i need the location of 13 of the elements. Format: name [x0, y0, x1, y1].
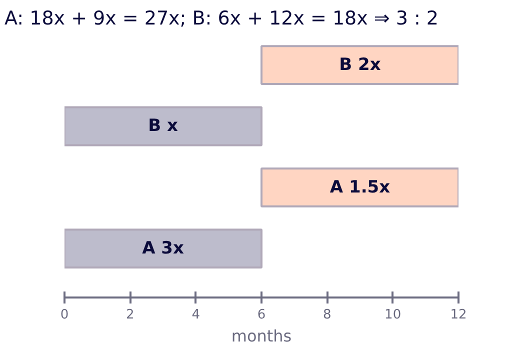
- x-tick-label: 0: [60, 308, 69, 322]
- chart-title: A: 18x + 9x = 27x; B: 6x + 12x = 18x ⇒ 3 : 2: [4, 8, 439, 30]
- x-tick-label: 12: [450, 308, 467, 322]
- x-axis-title: months: [231, 326, 292, 346]
- data-label: B 2x: [339, 55, 381, 76]
- x-tick-label: 10: [384, 308, 402, 322]
- x-tick-label: 4: [192, 308, 200, 322]
- data-label: A 3x: [142, 238, 184, 259]
- data-label: B x: [148, 116, 178, 136]
- x-tick-label: 2: [126, 308, 134, 322]
- data-label: A 1.5x: [330, 177, 390, 198]
- x-tick-label: 8: [323, 308, 332, 322]
- x-tick-label: 6: [257, 308, 266, 322]
